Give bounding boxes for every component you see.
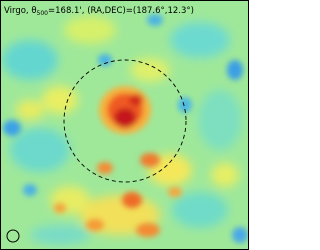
caption-name: Virgo, θ bbox=[4, 6, 37, 16]
r500-circle bbox=[63, 59, 187, 183]
caption-rest: =168.1', (RA,DEC)=(187.6°,12.3°) bbox=[48, 6, 194, 16]
page: Virgo, θ500=168.1', (RA,DEC)=(187.6°,12.… bbox=[0, 0, 249, 250]
sky-map: Virgo, θ500=168.1', (RA,DEC)=(187.6°,12.… bbox=[0, 0, 249, 250]
caption-subscript: 500 bbox=[37, 10, 49, 17]
beam-circle bbox=[6, 229, 20, 243]
map-image bbox=[1, 1, 248, 249]
caption: Virgo, θ500=168.1', (RA,DEC)=(187.6°,12.… bbox=[4, 6, 194, 17]
